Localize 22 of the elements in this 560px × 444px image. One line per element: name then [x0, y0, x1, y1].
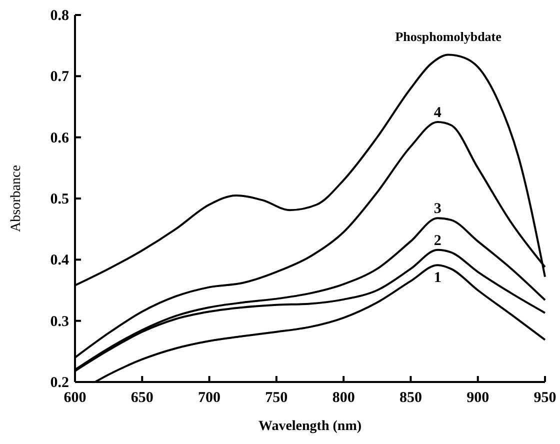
- y-tick-label: 0.8: [50, 8, 69, 24]
- x-tick-label: 900: [466, 390, 490, 406]
- y-tick-label: 0.4: [50, 252, 70, 269]
- y-tick-label: 0.3: [50, 314, 69, 330]
- y-tick-label: 0.6: [50, 130, 70, 146]
- y-tick-label: 0.2: [50, 375, 69, 391]
- series-label: Phosphomolybdate: [395, 28, 502, 44]
- x-tick-label: 950: [534, 390, 556, 406]
- x-tick-label: 650: [130, 390, 154, 406]
- y-tick-label: 0.7: [50, 69, 70, 86]
- x-tick-label: 850: [399, 390, 422, 406]
- series-label: 2: [434, 232, 442, 249]
- y-axis-title: Absorbance: [9, 165, 24, 232]
- x-axis-title: Wavelength (nm): [258, 419, 362, 434]
- x-tick-label: 700: [198, 390, 221, 406]
- x-tick-label: 800: [332, 390, 355, 406]
- y-tick-label: 0.5: [50, 192, 69, 208]
- series-label: 3: [434, 201, 442, 218]
- series-label: 1: [434, 270, 442, 286]
- x-tick-label: 750: [265, 390, 288, 406]
- x-tick-label: 600: [64, 390, 86, 406]
- series-label: 4: [434, 105, 442, 122]
